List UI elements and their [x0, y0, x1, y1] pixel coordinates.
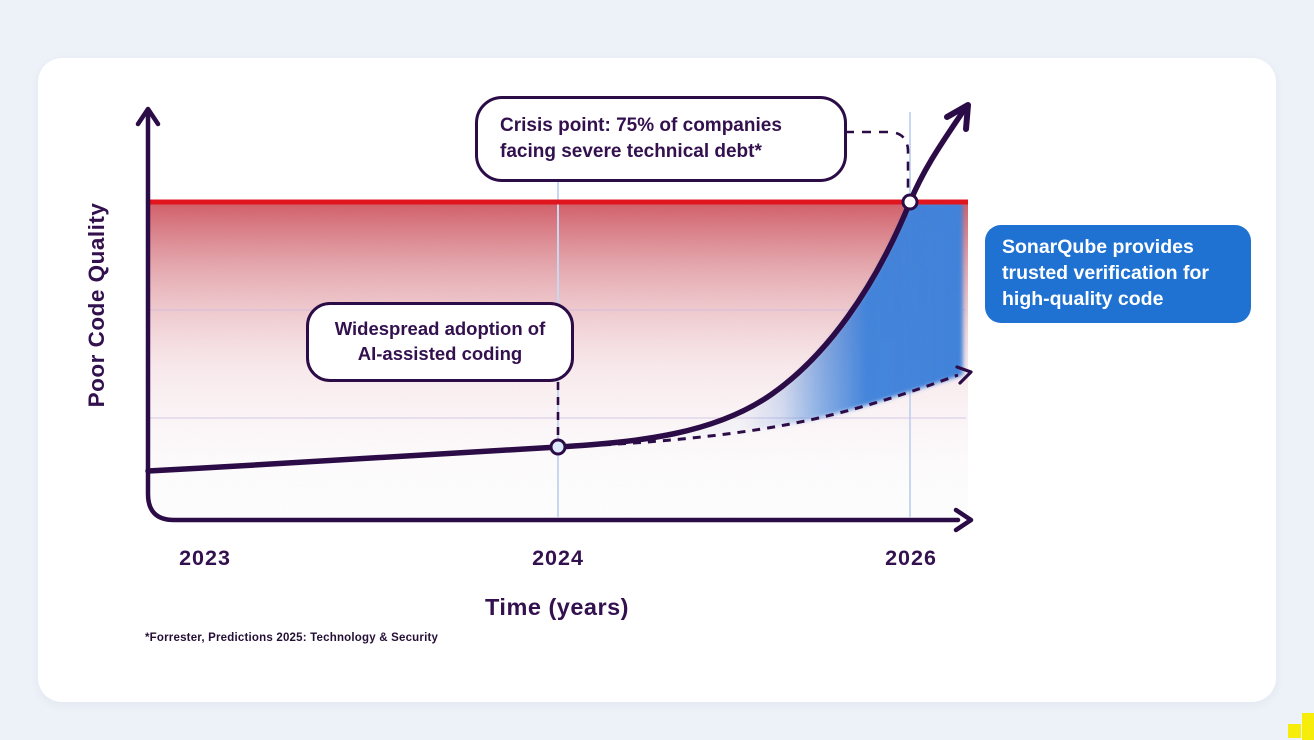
x-tick-2023: 2023 — [179, 546, 231, 570]
axes — [145, 107, 961, 523]
verified-quality-curve — [557, 373, 959, 449]
y-axis-label: Poor Code Quality — [84, 202, 109, 408]
crisis-callout-connector — [845, 130, 910, 192]
verified-curve-arrowhead-icon — [955, 365, 973, 385]
y-axis-arrowhead-icon — [135, 106, 161, 127]
crisis-point-marker — [901, 193, 919, 211]
adoption-point-marker — [549, 438, 567, 456]
adoption-callout: Widespread adoption of AI-assisted codin… — [306, 302, 574, 382]
sonarqube-badge-text: SonarQube provides trusted verification … — [1002, 236, 1209, 310]
poor-curve-arrowhead-icon — [944, 102, 971, 132]
adoption-callout-text: Widespread adoption of AI-assisted codin… — [334, 318, 546, 364]
corner-artifact — [1302, 713, 1314, 740]
corner-artifact — [1288, 724, 1301, 738]
crisis-callout-text: Crisis point: 75% of companies facing se… — [500, 115, 782, 162]
x-axis-label: Time (years) — [484, 594, 630, 620]
source-footnote: *Forrester, Predictions 2025: Technology… — [145, 632, 439, 644]
sonarqube-badge: SonarQube provides trusted verification … — [985, 225, 1251, 323]
x-tick-2026: 2026 — [885, 546, 937, 570]
x-axis-arrowhead-icon — [953, 507, 974, 533]
crisis-callout: Crisis point: 75% of companies facing se… — [475, 96, 847, 182]
x-tick-2024: 2024 — [532, 546, 584, 570]
